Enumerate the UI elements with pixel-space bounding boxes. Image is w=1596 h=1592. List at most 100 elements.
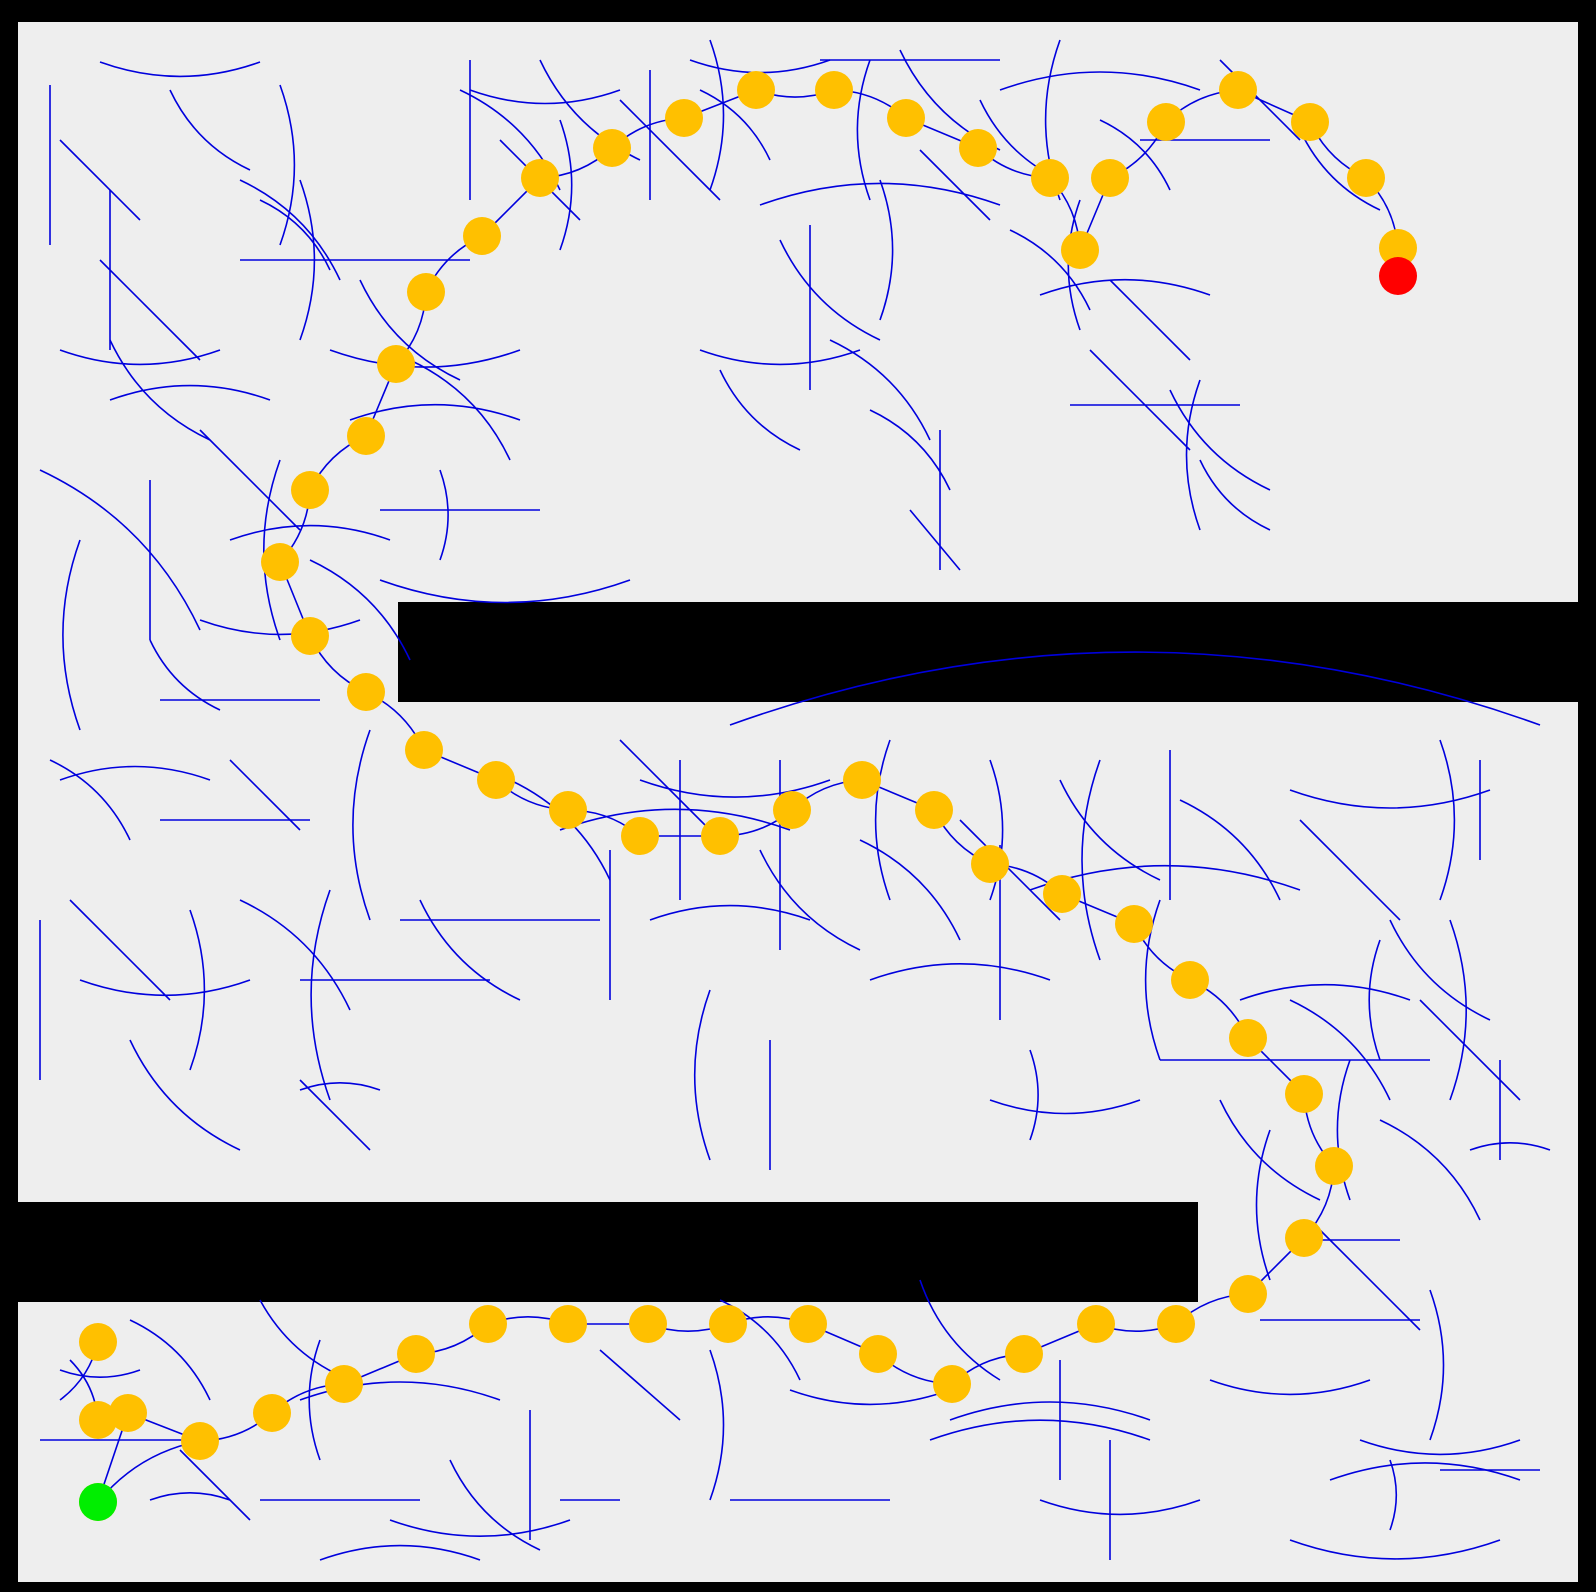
tree-edge — [1389, 1459, 1398, 1531]
tree-edge — [599, 1349, 681, 1421]
path-node — [1077, 1305, 1115, 1343]
path-node — [621, 817, 659, 855]
path-node — [815, 71, 853, 109]
path-node — [843, 761, 881, 799]
path-node — [1291, 103, 1329, 141]
tree-edge — [999, 71, 1201, 91]
path-node — [347, 673, 385, 711]
tree-edge — [309, 559, 411, 661]
tree-edge — [1368, 939, 1381, 1061]
solution-path — [79, 71, 1417, 1521]
tree-edge — [239, 179, 341, 281]
path-node — [1091, 159, 1129, 197]
tree-edge — [1109, 279, 1191, 361]
tree-edge — [1329, 1462, 1521, 1481]
tree-edge — [310, 889, 331, 1101]
tree-edge — [1209, 1379, 1371, 1396]
path-node — [933, 1365, 971, 1403]
upper-wall-obstacle — [398, 602, 1578, 702]
tree-edge — [1299, 129, 1381, 211]
tree-edge — [59, 765, 211, 781]
path-node — [1031, 159, 1069, 197]
tree-edge — [59, 1369, 141, 1378]
tree-edge — [1185, 379, 1201, 531]
tree-edge — [1429, 1289, 1445, 1441]
tree-edge — [559, 119, 573, 251]
tree-edge — [1089, 349, 1191, 451]
path-node — [549, 1305, 587, 1343]
tree-edge — [1439, 739, 1456, 901]
tree-edge — [39, 469, 201, 631]
path-node — [737, 71, 775, 109]
tree-edge — [319, 1544, 481, 1561]
tree-edge — [989, 759, 1004, 901]
path-node — [405, 731, 443, 769]
tree-edge — [759, 849, 861, 951]
tree-edge — [349, 403, 521, 421]
tree-edge — [1419, 999, 1521, 1101]
tree-edge — [1029, 1049, 1039, 1141]
path-node — [463, 217, 501, 255]
tree-edge — [1239, 983, 1411, 1001]
tree-edge — [379, 579, 631, 604]
tree-edge — [469, 89, 621, 105]
tree-edge — [299, 1079, 371, 1151]
path-node — [291, 617, 329, 655]
path-node — [1379, 229, 1417, 267]
path-node — [1147, 103, 1185, 141]
path-node — [377, 345, 415, 383]
tree-edge — [1059, 779, 1161, 881]
tree-edge — [352, 729, 371, 921]
tree-edge — [879, 179, 894, 321]
tree-edge — [359, 279, 461, 381]
tree-edge — [909, 509, 961, 571]
tree-edge — [149, 1492, 231, 1501]
path-node — [1005, 1335, 1043, 1373]
tree-edge — [1289, 789, 1491, 809]
tree-edge — [759, 182, 1001, 206]
tree-edge — [199, 619, 361, 636]
endpoint-markers — [79, 257, 1417, 1521]
tree-edge — [308, 1339, 321, 1461]
lower-wall-obstacle — [18, 1202, 1198, 1302]
tree-edge — [169, 89, 251, 171]
path-node — [407, 273, 445, 311]
path-node — [549, 791, 587, 829]
path-node — [1285, 1219, 1323, 1257]
tree-edge — [99, 61, 261, 78]
path-node — [109, 1394, 147, 1432]
tree-edge — [99, 259, 201, 361]
tree-edge — [449, 1459, 541, 1551]
tree-edge — [189, 909, 206, 1071]
path-node — [859, 1335, 897, 1373]
tree-edge — [439, 469, 449, 561]
tree-edge — [299, 1381, 501, 1401]
path-node — [789, 1305, 827, 1343]
tree-edge — [109, 339, 211, 441]
tree-edge — [59, 139, 141, 221]
tree-edge — [409, 359, 511, 461]
tree-edge — [1039, 278, 1211, 296]
path-node — [1347, 159, 1385, 197]
tree-edge — [959, 819, 1061, 921]
tree-edge — [1081, 759, 1101, 961]
tree-edge — [239, 899, 351, 1011]
tree-edge — [279, 84, 296, 246]
tree-edge — [1449, 919, 1467, 1101]
tree-edge — [1169, 389, 1271, 491]
tree-edge — [179, 1449, 251, 1521]
path-node — [261, 543, 299, 581]
tree-edge — [1389, 919, 1491, 1021]
path-node — [1219, 71, 1257, 109]
tree-edge — [989, 1099, 1141, 1115]
tree-edge — [649, 904, 811, 921]
path-node — [1285, 1075, 1323, 1113]
path-node — [1043, 875, 1081, 913]
tree-edge — [874, 739, 891, 901]
tree-edge — [1359, 1439, 1521, 1456]
tree-edge — [69, 899, 171, 1001]
path-node — [1061, 231, 1099, 269]
tree-edge — [199, 429, 301, 531]
tree-edge — [1067, 199, 1081, 331]
